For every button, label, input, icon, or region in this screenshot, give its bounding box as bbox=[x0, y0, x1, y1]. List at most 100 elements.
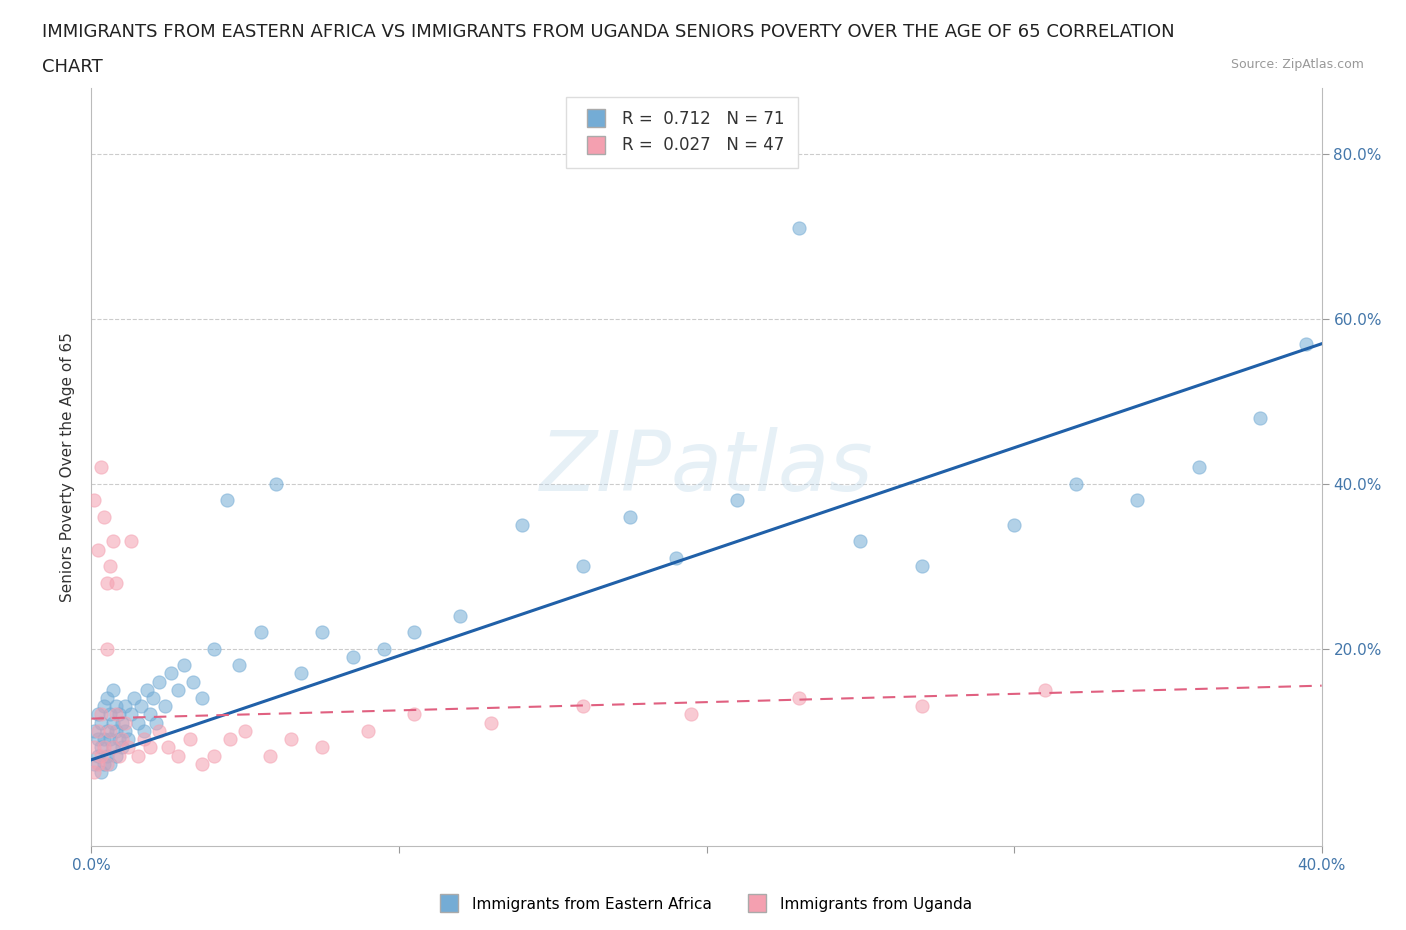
Point bbox=[101, 683, 124, 698]
Y-axis label: Seniors Poverty Over the Age of 65: Seniors Poverty Over the Age of 65 bbox=[60, 332, 76, 603]
Point bbox=[114, 724, 136, 738]
Point bbox=[1126, 493, 1149, 508]
Point bbox=[264, 476, 287, 491]
Point bbox=[96, 756, 118, 771]
Point bbox=[117, 732, 139, 747]
Point bbox=[90, 715, 112, 730]
Point bbox=[311, 625, 333, 640]
Point bbox=[93, 732, 115, 747]
Point bbox=[179, 732, 201, 747]
Point bbox=[725, 493, 748, 508]
Point bbox=[132, 732, 155, 747]
Point bbox=[90, 749, 112, 764]
Point bbox=[1064, 476, 1087, 491]
Point bbox=[86, 542, 108, 557]
Point bbox=[911, 559, 934, 574]
Point bbox=[86, 707, 108, 722]
Point bbox=[108, 707, 131, 722]
Point bbox=[787, 691, 810, 706]
Point bbox=[342, 649, 364, 664]
Point bbox=[101, 534, 124, 549]
Point bbox=[127, 749, 149, 764]
Point bbox=[93, 510, 115, 525]
Point bbox=[105, 698, 127, 713]
Point bbox=[202, 749, 225, 764]
Point bbox=[86, 724, 108, 738]
Point bbox=[228, 658, 250, 672]
Point bbox=[93, 756, 115, 771]
Point bbox=[93, 698, 115, 713]
Point bbox=[83, 756, 105, 771]
Point bbox=[1002, 518, 1025, 533]
Point bbox=[101, 740, 124, 755]
Point bbox=[83, 724, 105, 738]
Point bbox=[90, 460, 112, 475]
Point bbox=[135, 683, 157, 698]
Point bbox=[215, 493, 238, 508]
Point bbox=[111, 740, 134, 755]
Point bbox=[218, 732, 240, 747]
Point bbox=[98, 732, 121, 747]
Point bbox=[101, 740, 124, 755]
Point bbox=[681, 707, 703, 722]
Point bbox=[404, 625, 426, 640]
Point bbox=[132, 724, 155, 738]
Point bbox=[98, 756, 121, 771]
Point bbox=[83, 764, 105, 779]
Point bbox=[83, 740, 105, 755]
Point bbox=[191, 756, 214, 771]
Legend: R =  0.712   N = 71, R =  0.027   N = 47: R = 0.712 N = 71, R = 0.027 N = 47 bbox=[565, 97, 799, 167]
Point bbox=[96, 749, 118, 764]
Point bbox=[83, 493, 105, 508]
Text: ZIPatlas: ZIPatlas bbox=[540, 427, 873, 508]
Point bbox=[98, 707, 121, 722]
Point bbox=[449, 608, 471, 623]
Point bbox=[111, 732, 134, 747]
Point bbox=[111, 715, 134, 730]
Point bbox=[105, 576, 127, 591]
Point bbox=[86, 732, 108, 747]
Point bbox=[90, 740, 112, 755]
Point bbox=[120, 534, 142, 549]
Point bbox=[101, 715, 124, 730]
Point bbox=[787, 221, 810, 236]
Point bbox=[191, 691, 214, 706]
Point bbox=[311, 740, 333, 755]
Point bbox=[129, 698, 152, 713]
Point bbox=[117, 740, 139, 755]
Point bbox=[181, 674, 204, 689]
Point bbox=[166, 683, 188, 698]
Point bbox=[357, 724, 380, 738]
Point bbox=[142, 691, 165, 706]
Legend: Immigrants from Eastern Africa, Immigrants from Uganda: Immigrants from Eastern Africa, Immigran… bbox=[427, 891, 979, 918]
Point bbox=[105, 749, 127, 764]
Point bbox=[1187, 460, 1209, 475]
Point bbox=[93, 740, 115, 755]
Point bbox=[233, 724, 256, 738]
Point bbox=[105, 724, 127, 738]
Point bbox=[153, 698, 177, 713]
Point bbox=[479, 715, 502, 730]
Point bbox=[96, 576, 118, 591]
Point bbox=[96, 724, 118, 738]
Point bbox=[86, 749, 108, 764]
Point bbox=[249, 625, 271, 640]
Point bbox=[280, 732, 302, 747]
Point bbox=[139, 707, 162, 722]
Point bbox=[1249, 410, 1271, 425]
Point bbox=[665, 551, 688, 565]
Point bbox=[145, 715, 167, 730]
Point bbox=[202, 641, 225, 656]
Point bbox=[86, 756, 108, 771]
Point bbox=[124, 691, 146, 706]
Point bbox=[404, 707, 426, 722]
Point bbox=[108, 749, 131, 764]
Point bbox=[510, 518, 533, 533]
Text: CHART: CHART bbox=[42, 58, 103, 75]
Point bbox=[160, 666, 183, 681]
Point bbox=[849, 534, 872, 549]
Text: Source: ZipAtlas.com: Source: ZipAtlas.com bbox=[1230, 58, 1364, 71]
Point bbox=[148, 674, 170, 689]
Point bbox=[572, 698, 595, 713]
Point bbox=[572, 559, 595, 574]
